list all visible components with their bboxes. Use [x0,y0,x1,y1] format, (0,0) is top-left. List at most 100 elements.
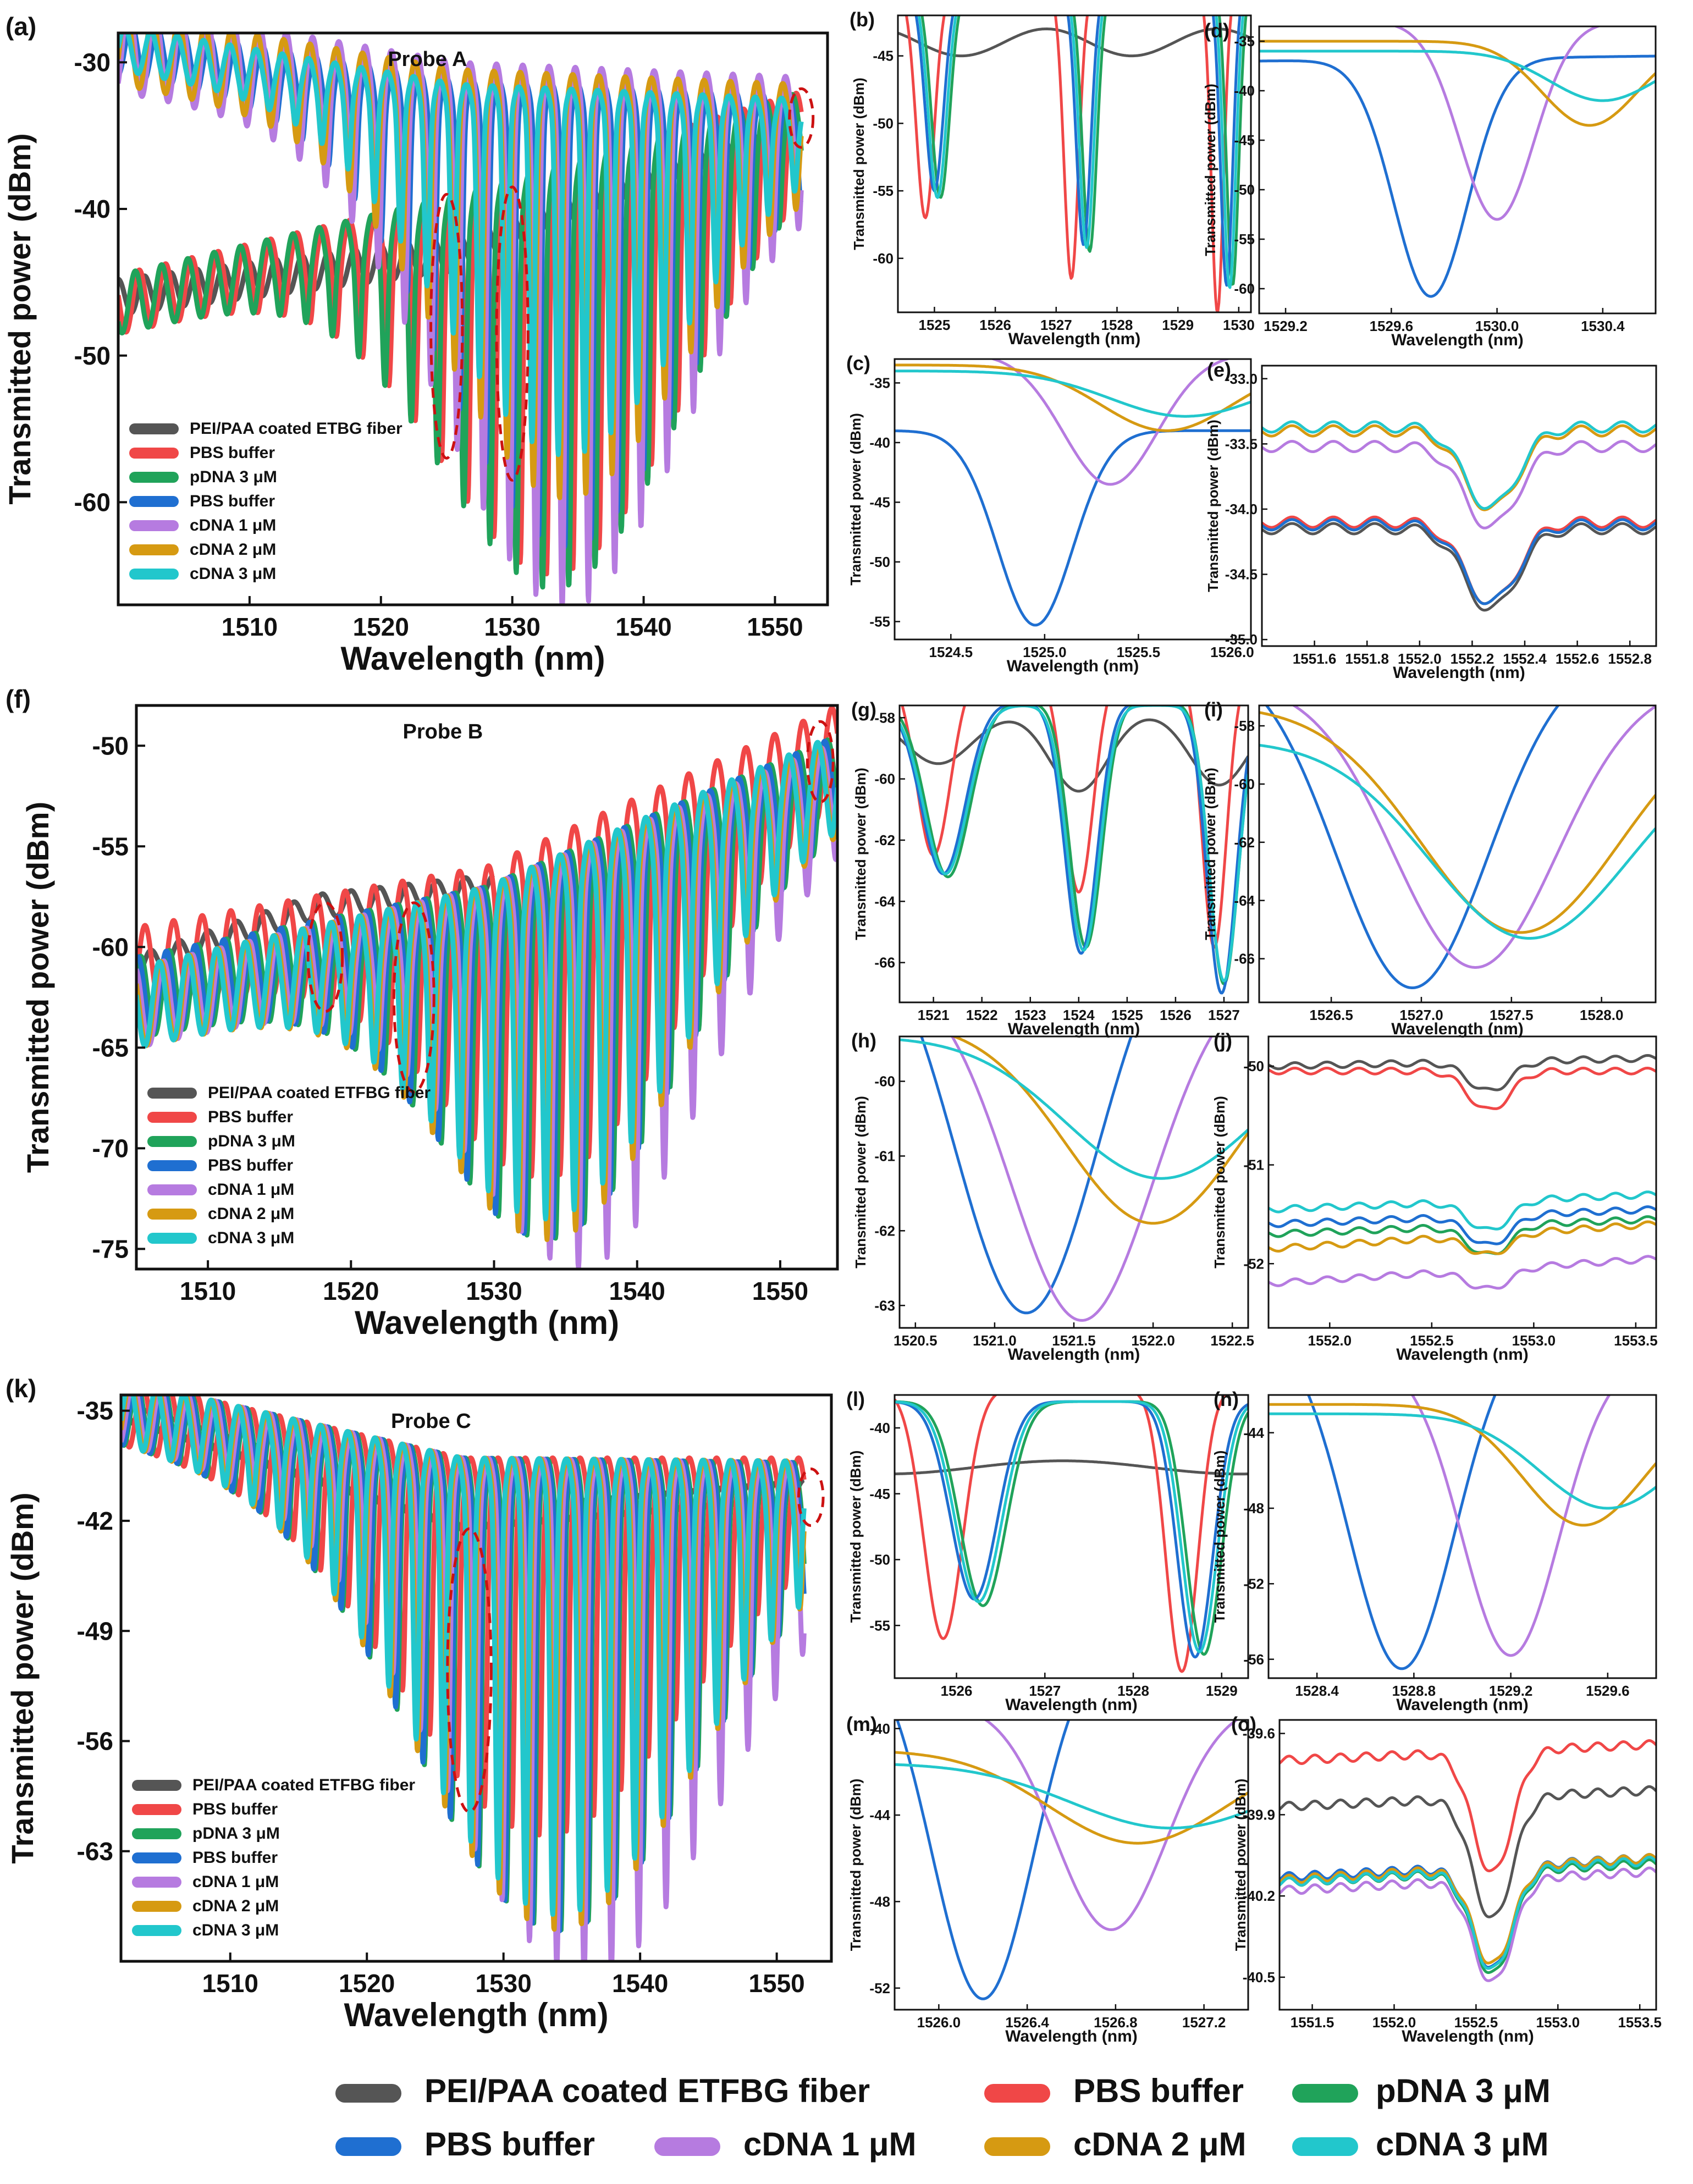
series-line-n-PBS2 [1307,1395,1497,1670]
plot-frame-a [117,31,829,606]
series-line-e-cDNA3 [1262,420,1656,510]
x-tick-label-e-2: 1552.0 [1398,650,1442,667]
chart-legend-swatch-f-6 [147,1233,197,1244]
panel-label-k: (k) [5,1374,36,1403]
panel-label-o: (o) [1231,1713,1256,1735]
panel-d: 1529.2 1529.6 1530.0 1530.4 -60 -55 -50 -45 -40 -… [1202,19,1657,349]
plot-frame-c [894,358,1252,641]
panel-m: 1526.0 1526.4 1526.8 1527.2 -52 -48 -44 -40 Wave… [846,1713,1249,2045]
panel-i: 1526.5 1527.0 1527.5 1528.0 -66 -64 -62 -60 -58 W… [1202,698,1657,1038]
x-tick-label-a-3: 1540 [615,613,671,641]
y-tick-label-m-0: -52 [869,1980,890,1997]
x-tick-label-b-3: 1528 [1101,317,1133,333]
series-line-b-cDNA3 [917,15,1245,289]
legend-swatch-pdna3 [1292,2084,1358,2103]
y-axis-label-f: Transmitted power (dBm) [20,802,55,1173]
chart-legend-swatch-k-4 [132,1877,181,1888]
series-group-e [1262,420,1656,612]
x-axis-label-j: Wavelength (nm) [1396,1345,1529,1364]
series-line-a-cDNA1 [118,33,804,605]
chart-legend-f: PEI/PAA coated ETFBG fiber PBS buffer pDNA… [147,1084,431,1247]
chart-legend-swatch-f-4 [147,1184,197,1195]
legend-label-cdna2: cDNA 2 μM [1073,2126,1247,2163]
x-tick-label-k-0: 1510 [202,1969,258,1998]
panel-j: 1552.0 1552.5 1553.0 1553.5 -52 -51 -50 Wavelen… [1211,1029,1658,1364]
chart-legend-swatch-a-2 [129,472,179,483]
chart-legend-swatch-a-0 [129,423,179,434]
series-line-g-PEI [900,718,1248,793]
plot-frame-i [1258,704,1657,1003]
y-tick-label-a-0: -60 [74,488,111,516]
panel-label-b: (b) [850,8,875,31]
series-line-j-pDNA3 [1269,1215,1656,1255]
y-tick-label-k-0: -63 [77,1837,113,1866]
x-axis-label-i: Wavelength (nm) [1391,1020,1524,1038]
x-tick-label-e-5: 1552.6 [1556,650,1600,667]
x-tick-label-b-2: 1527 [1040,317,1072,333]
y-tick-label-e-1: -34.5 [1225,566,1258,583]
x-tick-label-a-1: 1520 [353,613,409,641]
series-group-g [900,705,1248,995]
panel-k: 1510 1520 1530 1540 1550 -63 -56 -49 -42 -35 Wavel… [5,1374,833,2033]
chart-title-k: Probe C [391,1410,471,1433]
y-axis-label-g: Transmitted power (dBm) [852,768,869,940]
y-tick-label-j-1: -51 [1243,1157,1264,1173]
y-tick-label-c-3: -40 [869,434,890,451]
x-tick-label-n-2: 1529.2 [1489,1683,1533,1699]
x-tick-label-c-1: 1525.0 [1023,644,1067,660]
series-line-m-cDNA3 [895,1763,1248,1830]
y-axis-label-o: Transmitted power (dBm) [1232,1779,1249,1951]
x-tick-label-g-1: 1522 [966,1007,998,1023]
x-tick-label-j-3: 1553.5 [1614,1332,1658,1349]
y-tick-label-e-2: -34.0 [1225,501,1258,517]
series-line-o-PEI [1280,1785,1656,1918]
x-tick-label-i-2: 1527.5 [1490,1007,1534,1023]
x-tick-label-l-1: 1527 [1029,1683,1061,1699]
x-axis-label-h: Wavelength (nm) [1008,1345,1140,1364]
chart-legend-k: PEI/PAA coated ETFBG fiber PBS buffer pDNA… [132,1776,415,1939]
x-tick-label-k-3: 1540 [612,1969,668,1998]
chart-legend-label-k-5: cDNA 2 μM [192,1897,279,1915]
x-axis-label-l: Wavelength (nm) [1005,1696,1138,1714]
panel-label-g: (g) [851,698,876,721]
chart-legend-label-f-4: cDNA 1 μM [208,1181,294,1199]
series-group-f [136,705,837,1269]
x-tick-label-g-6: 1527 [1208,1007,1240,1023]
y-tick-label-g-1: -64 [874,893,895,909]
chart-legend-swatch-k-0 [132,1780,181,1791]
chart-legend-swatch-k-5 [132,1901,181,1912]
x-tick-label-o-3: 1553.0 [1536,2014,1580,2031]
x-axis-label-b: Wavelength (nm) [1008,330,1141,348]
y-tick-label-d-0: -60 [1234,280,1255,297]
y-axis-label-a: Transmitted power (dBm) [2,133,37,504]
plot-frame-l [894,1394,1249,1679]
y-tick-label-a-1: -50 [74,341,111,370]
x-tick-label-a-0: 1510 [222,613,278,641]
series-line-e-PBS2 [1262,518,1656,605]
x-tick-label-b-1: 1526 [979,317,1011,333]
y-tick-label-a-3: -30 [74,48,111,76]
y-tick-label-g-4: -58 [874,709,895,726]
series-line-m-cDNA1 [983,1720,1239,1931]
panel-f: 1510 1520 1530 1540 1550 -75 -70 -65 -60 -55 -50 Wa… [5,685,839,1341]
y-axis-label-l: Transmitted power (dBm) [847,1451,864,1623]
chart-legend-label-f-5: cDNA 2 μM [208,1205,294,1223]
panel-label-d: (d) [1204,19,1229,42]
panel-label-i: (i) [1204,698,1223,721]
y-tick-label-d-1: -55 [1234,231,1255,247]
y-tick-label-j-0: -52 [1243,1255,1264,1272]
panel-e: 1551.6 1551.8 1552.0 1552.2 1552.4 1552.6 1552… [1205,359,1657,682]
panel-label-j: (j) [1214,1029,1232,1052]
y-tick-label-c-4: -35 [869,375,890,391]
y-tick-label-g-2: -62 [874,832,895,848]
series-line-b-PBS2 [914,15,1242,287]
panel-o: 1551.5 1552.0 1552.5 1553.0 1553.5 -40.5 -40.2… [1231,1713,1662,2045]
y-axis-label-m: Transmitted power (dBm) [847,1779,864,1951]
x-axis-label-f: Wavelength (nm) [355,1304,619,1341]
y-axis-label-k: Transmitted power (dBm) [5,1492,40,1863]
chart-legend-label-k-3: PBS buffer [192,1849,278,1867]
panel-label-n: (n) [1214,1388,1239,1410]
main-legend: PEI/PAA coated ETFBG fiber PBS buffer pD… [335,2072,1551,2163]
y-tick-label-f-5: -50 [92,731,129,760]
chart-legend-label-k-1: PBS buffer [192,1800,278,1818]
